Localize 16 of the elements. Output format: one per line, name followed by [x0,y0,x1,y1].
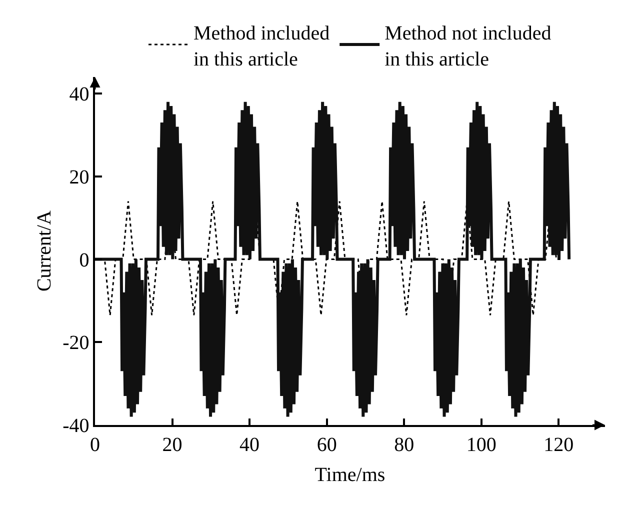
x-tick-label: 40 [240,434,260,456]
x-tick-label: 80 [394,434,414,456]
y-tick-label: 20 [69,166,90,188]
y-tick-label: 40 [69,84,90,106]
x-tick-label: 20 [162,434,182,456]
y-tick-label: 0 [79,249,90,272]
x-tick-label: 100 [466,434,496,456]
y-tick-label: -20 [62,332,90,354]
y-axis-title: Current/A [34,210,56,292]
line-series [95,100,571,418]
x-axis-title: Time/ms [314,464,386,486]
legend-label: Method not included in this article [384,22,552,70]
x-tick-label: 120 [544,434,574,456]
y-tick-label: -40 [62,415,90,437]
x-tick-label: 60 [316,434,337,456]
legend-label: Method included in this article [194,22,330,70]
